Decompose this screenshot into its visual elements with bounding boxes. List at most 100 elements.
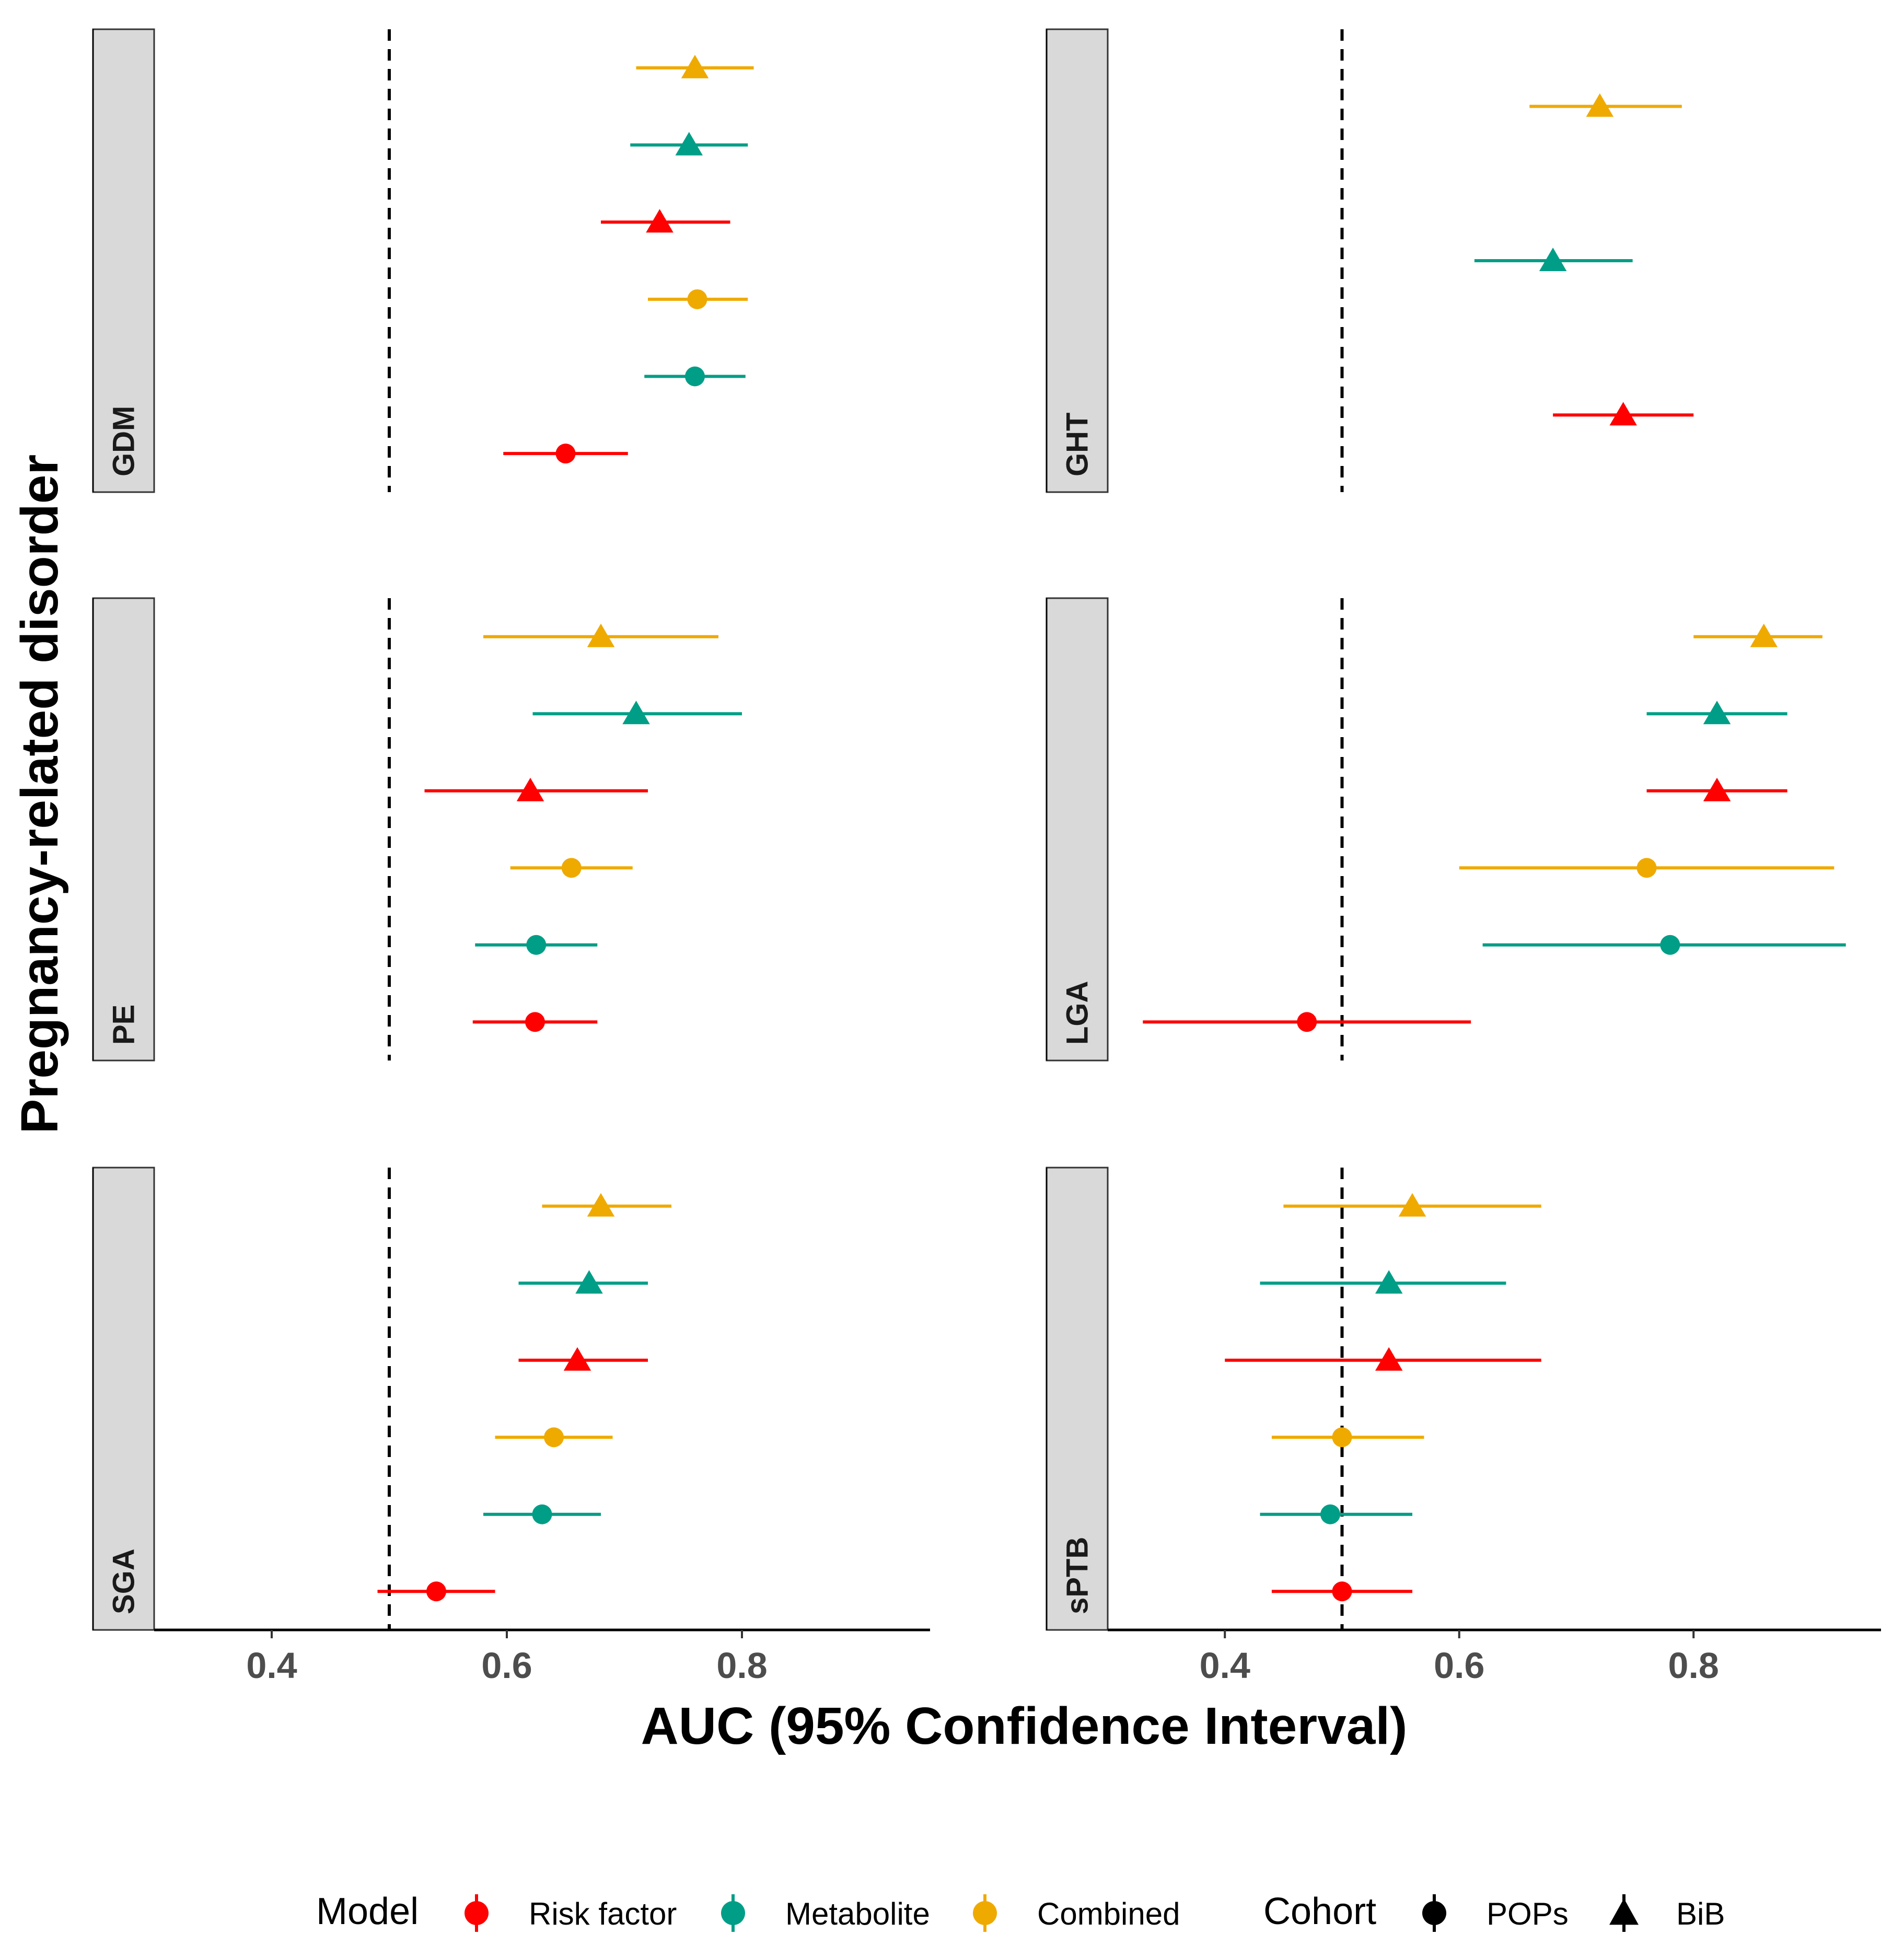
point-triangle bbox=[1750, 623, 1778, 647]
point-triangle bbox=[1703, 701, 1731, 725]
point-triangle bbox=[622, 701, 650, 725]
panel-label: GDM bbox=[107, 406, 141, 476]
panel-GDM: GDM bbox=[92, 28, 754, 493]
data-point-BiB-Metabolite bbox=[518, 1270, 648, 1294]
point-circle bbox=[1332, 1427, 1352, 1448]
point-circle bbox=[525, 1012, 545, 1032]
data-point-POPs-Metabolite bbox=[1482, 935, 1846, 955]
point-circle bbox=[1332, 1581, 1352, 1602]
point-triangle bbox=[675, 132, 703, 156]
legend-model-items: Risk factor Metabolite Combined bbox=[465, 1894, 1180, 1932]
legend-key-circle bbox=[1422, 1901, 1446, 1925]
panel-strip bbox=[92, 1167, 155, 1631]
point-circle bbox=[1320, 1504, 1341, 1524]
data-point-BiB-Combined bbox=[542, 1193, 671, 1217]
data-point-BiB-Combined bbox=[483, 623, 718, 647]
data-point-POPs-Risk-factor bbox=[377, 1581, 495, 1602]
x-tick-label: 0.4 bbox=[246, 1645, 297, 1686]
x-axes: 0.4 0.6 0.8 0.4 0.6 0.8 bbox=[154, 1628, 1881, 1686]
data-point-BiB-Risk-factor bbox=[1646, 777, 1787, 801]
legend-cohort-items: POPs BiB bbox=[1422, 1894, 1725, 1932]
data-point-BiB-Metabolite bbox=[532, 701, 742, 725]
x-tick-label: 0.8 bbox=[716, 1645, 767, 1686]
data-point-BiB-Risk-factor bbox=[1553, 402, 1694, 426]
data-point-BiB-Risk-factor bbox=[601, 209, 730, 233]
data-point-POPs-Combined bbox=[510, 858, 633, 878]
legend-item-POPs: POPs bbox=[1422, 1894, 1569, 1932]
legend-label: Risk factor bbox=[529, 1896, 677, 1931]
point-triangle bbox=[1539, 248, 1567, 271]
data-point-POPs-Metabolite bbox=[644, 366, 746, 387]
panel-label: SGA bbox=[107, 1548, 141, 1614]
data-point-POPs-Metabolite bbox=[1260, 1504, 1413, 1524]
legend: Model Risk factor Metabolite Combined Coho… bbox=[316, 1891, 1725, 1932]
x-tick-label: 0.8 bbox=[1668, 1645, 1719, 1686]
point-triangle bbox=[1375, 1347, 1403, 1371]
point-circle bbox=[685, 366, 705, 387]
legend-key-circle bbox=[465, 1901, 489, 1925]
data-point-BiB-Metabolite bbox=[630, 132, 748, 156]
point-triangle bbox=[1586, 93, 1614, 117]
data-point-BiB-Metabolite bbox=[1260, 1270, 1506, 1294]
data-point-BiB-Risk-factor bbox=[518, 1347, 648, 1371]
point-circle bbox=[532, 1504, 552, 1524]
point-triangle bbox=[646, 209, 674, 233]
data-point-BiB-Metabolite bbox=[1474, 248, 1633, 271]
panel-GHT: GHT bbox=[1046, 28, 1694, 493]
point-triangle bbox=[1703, 777, 1731, 801]
legend-item-BiB: BiB bbox=[1609, 1894, 1725, 1932]
data-point-POPs-Combined bbox=[648, 289, 748, 309]
panel-strip bbox=[92, 597, 155, 1062]
legend-label: POPs bbox=[1487, 1896, 1569, 1931]
x-tick-label: 0.6 bbox=[1434, 1645, 1484, 1686]
x-tick-label: 0.6 bbox=[481, 1645, 532, 1686]
point-triangle bbox=[1398, 1193, 1426, 1217]
x-axis-title: AUC (95% Confidence Interval) bbox=[641, 1697, 1408, 1755]
data-point-BiB-Metabolite bbox=[1646, 701, 1787, 725]
legend-label: Metabolite bbox=[785, 1896, 930, 1931]
legend-model-title: Model bbox=[316, 1891, 419, 1932]
point-circle bbox=[687, 289, 707, 309]
point-triangle bbox=[516, 777, 544, 801]
panel-label: sPTB bbox=[1061, 1537, 1095, 1614]
point-triangle bbox=[563, 1347, 591, 1371]
point-circle bbox=[561, 858, 582, 878]
panel-strip bbox=[1046, 1167, 1109, 1631]
panel-label: PE bbox=[107, 1005, 141, 1045]
legend-key-circle bbox=[973, 1901, 997, 1925]
panel-strip bbox=[1046, 28, 1109, 493]
legend-key-circle bbox=[721, 1901, 745, 1925]
point-triangle bbox=[1609, 402, 1637, 426]
data-point-BiB-Combined bbox=[636, 54, 754, 78]
data-point-POPs-Risk-factor bbox=[1271, 1581, 1413, 1602]
y-axis-title: Pregnancy-related disorder bbox=[10, 454, 69, 1134]
data-point-POPs-Metabolite bbox=[475, 935, 598, 955]
legend-item-Metabolite: Metabolite bbox=[721, 1894, 930, 1932]
panels-layer: GDM GHT PE LGA SGA sPTB bbox=[92, 28, 1846, 1631]
panel-LGA: LGA bbox=[1046, 597, 1846, 1062]
point-triangle bbox=[681, 54, 709, 78]
point-circle bbox=[426, 1581, 446, 1602]
point-circle bbox=[1636, 858, 1657, 878]
data-point-POPs-Risk-factor bbox=[1143, 1012, 1471, 1032]
point-circle bbox=[544, 1427, 564, 1448]
data-point-POPs-Risk-factor bbox=[503, 444, 628, 464]
point-circle bbox=[526, 935, 547, 955]
point-triangle bbox=[587, 1193, 615, 1217]
data-point-BiB-Combined bbox=[1283, 1193, 1541, 1217]
point-circle bbox=[555, 444, 576, 464]
panel-strip bbox=[92, 28, 155, 493]
legend-key-triangle bbox=[1609, 1898, 1639, 1925]
legend-item-Combined: Combined bbox=[973, 1894, 1180, 1932]
panel-label: GHT bbox=[1061, 413, 1095, 476]
data-point-POPs-Risk-factor bbox=[472, 1012, 598, 1032]
point-circle bbox=[1297, 1012, 1317, 1032]
data-point-BiB-Combined bbox=[1693, 623, 1822, 647]
x-axis-right: 0.4 0.6 0.8 bbox=[1108, 1628, 1881, 1686]
x-axis-left: 0.4 0.6 0.8 bbox=[154, 1628, 930, 1686]
point-triangle bbox=[1375, 1270, 1403, 1294]
data-point-POPs-Combined bbox=[495, 1427, 613, 1448]
data-point-POPs-Combined bbox=[1271, 1427, 1424, 1448]
panel-PE: PE bbox=[92, 597, 742, 1062]
